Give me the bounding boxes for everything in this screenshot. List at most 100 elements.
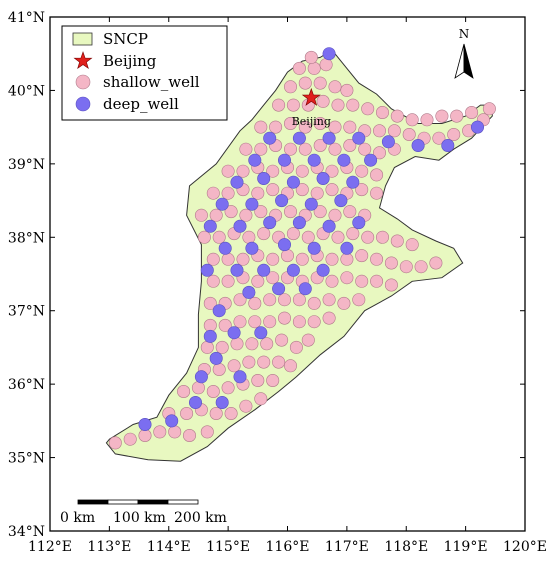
north-arrow-right-icon — [463, 43, 474, 79]
deep-well-point — [307, 153, 321, 167]
shallow-well-point — [236, 252, 250, 266]
deep-well-point — [286, 263, 300, 277]
deep-well-point — [218, 241, 232, 255]
y-tick-label: 34°N — [8, 524, 45, 540]
y-tick-label: 36°N — [8, 377, 45, 393]
shallow-well-point — [177, 384, 191, 398]
y-tick-label: 40°N — [8, 83, 45, 99]
x-tick-label: 113°E — [87, 539, 131, 555]
shallow-well-point — [405, 113, 419, 127]
shallow-well-point — [414, 260, 428, 274]
shallow-well-point — [325, 252, 339, 266]
shallow-well-point — [138, 428, 152, 442]
deep-well-point — [189, 395, 203, 409]
shallow-well-point — [399, 260, 413, 274]
shallow-well-point — [266, 373, 280, 387]
shallow-well-point — [254, 205, 268, 219]
deep-well-point — [245, 197, 259, 211]
deep-well-point — [203, 219, 217, 233]
shallow-well-point — [277, 311, 291, 325]
deep-well-layer — [138, 47, 484, 431]
y-axis-ticks: 34°N 35°N 36°N 37°N 38°N 39°N 40°N 41°N — [8, 10, 525, 540]
scale-label-0: 0 km — [60, 510, 95, 526]
x-tick-label: 117°E — [325, 539, 369, 555]
shallow-well-point — [301, 230, 315, 244]
shallow-well-point — [405, 238, 419, 252]
deep-well-point — [322, 219, 336, 233]
scale-seg-4 — [167, 499, 199, 505]
shallow-well-point — [221, 381, 235, 395]
x-tick-label: 115°E — [206, 539, 250, 555]
shallow-well-point — [304, 50, 318, 64]
beijing-label: Beijing — [292, 115, 331, 128]
shallow-well-point — [197, 230, 211, 244]
shallow-well-point — [269, 120, 283, 134]
deep-well-point — [286, 175, 300, 189]
shallow-well-point — [245, 337, 259, 351]
shallow-well-point — [370, 252, 384, 266]
deep-well-point — [257, 263, 271, 277]
deep-well-point — [242, 285, 256, 299]
shallow-well-point — [337, 296, 351, 310]
shallow-well-point — [212, 362, 226, 376]
deep-well-point — [411, 139, 425, 153]
deep-well-point — [263, 131, 277, 145]
deep-well-point — [334, 194, 348, 208]
shallow-well-point — [370, 168, 384, 182]
shallow-well-point — [435, 109, 449, 123]
deep-well-point — [316, 172, 330, 186]
shallow-well-point — [343, 139, 357, 153]
shallow-well-point — [277, 293, 291, 307]
deep-well-point — [352, 131, 366, 145]
legend-label-deep-well: deep_well — [103, 95, 179, 113]
deep-well-point — [381, 135, 395, 149]
shallow-well-point — [289, 340, 303, 354]
shallow-well-point — [221, 186, 235, 200]
shallow-well-point — [355, 183, 369, 197]
shallow-well-point — [263, 315, 277, 329]
deep-well-point — [215, 197, 229, 211]
deep-well-point — [194, 370, 208, 384]
shallow-well-point — [331, 230, 345, 244]
shallow-well-point — [325, 183, 339, 197]
shallow-well-point — [203, 296, 217, 310]
shallow-well-point — [390, 234, 404, 248]
shallow-well-point — [221, 274, 235, 288]
shallow-well-point — [224, 406, 238, 420]
shallow-well-point — [465, 106, 479, 120]
shallow-well-point — [254, 120, 268, 134]
deep-well-point — [165, 414, 179, 428]
shallow-well-point — [206, 186, 220, 200]
shallow-well-point — [286, 98, 300, 112]
shallow-well-point — [218, 318, 232, 332]
shallow-well-point — [283, 205, 297, 219]
shallow-well-point — [251, 373, 265, 387]
shallow-well-point — [384, 256, 398, 270]
x-tick-label: 114°E — [147, 539, 191, 555]
shallow-well-point — [432, 131, 446, 145]
shallow-well-point — [298, 76, 312, 90]
shallow-well-point — [275, 333, 289, 347]
shallow-well-point — [301, 333, 315, 347]
shallow-well-point — [200, 340, 214, 354]
shallow-well-point — [295, 183, 309, 197]
legend-circle-deep — [75, 96, 91, 112]
shallow-well-point — [283, 117, 297, 131]
deep-well-point — [322, 131, 336, 145]
shallow-well-point — [325, 164, 339, 178]
legend-item-shallow-well: shallow_well — [75, 73, 200, 91]
shallow-well-point — [283, 142, 297, 156]
deep-well-point — [340, 241, 354, 255]
shallow-well-point — [272, 98, 286, 112]
shallow-well-point — [266, 183, 280, 197]
beijing-star-icon — [301, 87, 321, 106]
scale-label-100: 100 km — [113, 510, 166, 526]
shallow-well-point — [209, 406, 223, 420]
shallow-well-point — [298, 142, 312, 156]
shallow-well-point — [283, 359, 297, 373]
shallow-well-point — [272, 355, 286, 369]
shallow-well-point — [420, 113, 434, 127]
shallow-well-point — [239, 142, 253, 156]
shallow-well-point — [239, 399, 253, 413]
